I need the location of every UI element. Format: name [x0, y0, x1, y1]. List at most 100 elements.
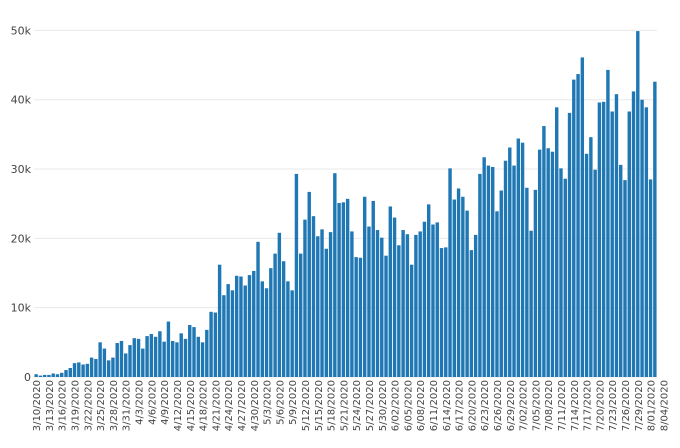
bar[interactable] [601, 101, 606, 378]
bar[interactable] [205, 329, 209, 377]
bar[interactable] [188, 325, 192, 377]
bar[interactable] [60, 372, 64, 377]
bar[interactable] [141, 348, 145, 377]
bar[interactable] [427, 204, 431, 377]
bar[interactable] [597, 102, 602, 378]
bar[interactable] [222, 295, 226, 377]
bar[interactable] [397, 245, 401, 377]
bar[interactable] [196, 336, 200, 377]
bar[interactable] [226, 284, 230, 377]
bar[interactable] [354, 257, 358, 377]
bar[interactable] [371, 200, 375, 377]
bar[interactable] [166, 321, 171, 377]
bar[interactable] [213, 312, 218, 377]
bar[interactable] [473, 234, 478, 377]
bar[interactable] [298, 253, 303, 377]
bar[interactable] [217, 264, 222, 377]
bar[interactable] [619, 164, 623, 377]
bar[interactable] [593, 169, 597, 377]
bar[interactable] [572, 79, 576, 378]
bar[interactable] [239, 276, 243, 377]
bar[interactable] [145, 336, 149, 377]
bar[interactable] [303, 219, 307, 377]
bar[interactable] [452, 199, 457, 377]
bar[interactable] [606, 69, 610, 377]
bar[interactable] [495, 211, 499, 377]
bar[interactable] [85, 363, 90, 377]
bar[interactable] [72, 363, 77, 377]
bar[interactable] [516, 138, 521, 377]
bar[interactable] [439, 248, 444, 377]
bar[interactable] [175, 342, 179, 377]
bar[interactable] [418, 231, 422, 377]
bar[interactable] [111, 357, 115, 377]
bar[interactable] [392, 217, 397, 377]
bar[interactable] [234, 275, 239, 377]
bar[interactable] [456, 188, 461, 377]
bar[interactable] [243, 285, 247, 378]
bar[interactable] [350, 231, 354, 377]
bar[interactable] [345, 198, 350, 377]
bar[interactable] [38, 375, 43, 377]
bar[interactable] [358, 257, 363, 377]
bar[interactable] [465, 210, 469, 377]
bar[interactable] [179, 333, 183, 377]
bar[interactable] [533, 189, 538, 377]
bar[interactable] [324, 248, 328, 377]
bar[interactable] [64, 370, 68, 377]
bar[interactable] [311, 216, 316, 377]
bar[interactable] [158, 331, 162, 377]
bar[interactable] [499, 190, 503, 377]
bar[interactable] [47, 374, 51, 377]
bar[interactable] [170, 340, 175, 377]
bar[interactable] [34, 374, 38, 377]
bar[interactable] [42, 374, 47, 377]
bar[interactable] [247, 275, 252, 377]
bar[interactable] [384, 255, 388, 377]
bar[interactable] [192, 327, 196, 377]
bar[interactable] [273, 253, 277, 377]
bar[interactable] [580, 57, 585, 378]
bar[interactable] [555, 107, 559, 377]
bar[interactable] [375, 230, 380, 377]
bar[interactable] [478, 173, 482, 377]
bar[interactable] [435, 222, 439, 377]
bar[interactable] [277, 232, 282, 377]
bar[interactable] [550, 151, 555, 377]
bar[interactable] [119, 340, 124, 377]
bar[interactable] [448, 168, 452, 377]
bar[interactable] [537, 149, 542, 377]
bar[interactable] [589, 137, 593, 377]
bar[interactable] [610, 111, 614, 378]
bar[interactable] [256, 241, 260, 377]
bar[interactable] [422, 221, 427, 377]
bar[interactable] [623, 180, 627, 377]
bar[interactable] [529, 230, 533, 377]
bar[interactable] [559, 168, 563, 377]
bar[interactable] [89, 357, 94, 377]
bar[interactable] [94, 358, 98, 377]
bar[interactable] [491, 166, 495, 377]
bar[interactable] [405, 234, 410, 377]
bar[interactable] [153, 336, 158, 377]
bar[interactable] [252, 270, 256, 377]
bar[interactable] [636, 31, 640, 378]
bar[interactable] [648, 179, 653, 377]
bar[interactable] [563, 178, 567, 377]
bar[interactable] [401, 230, 405, 377]
bar[interactable] [444, 247, 448, 377]
bar[interactable] [546, 148, 550, 377]
bar[interactable] [512, 165, 516, 377]
bar[interactable] [316, 236, 320, 377]
bar[interactable] [209, 311, 213, 377]
bar[interactable] [414, 234, 418, 377]
bar[interactable] [281, 261, 286, 377]
bar[interactable] [230, 290, 235, 377]
bar[interactable] [294, 173, 299, 377]
bar[interactable] [200, 342, 205, 377]
bar[interactable] [380, 237, 384, 377]
bar[interactable] [640, 99, 644, 377]
bar[interactable] [341, 202, 346, 377]
bar[interactable] [363, 196, 367, 377]
bar[interactable] [431, 224, 435, 378]
